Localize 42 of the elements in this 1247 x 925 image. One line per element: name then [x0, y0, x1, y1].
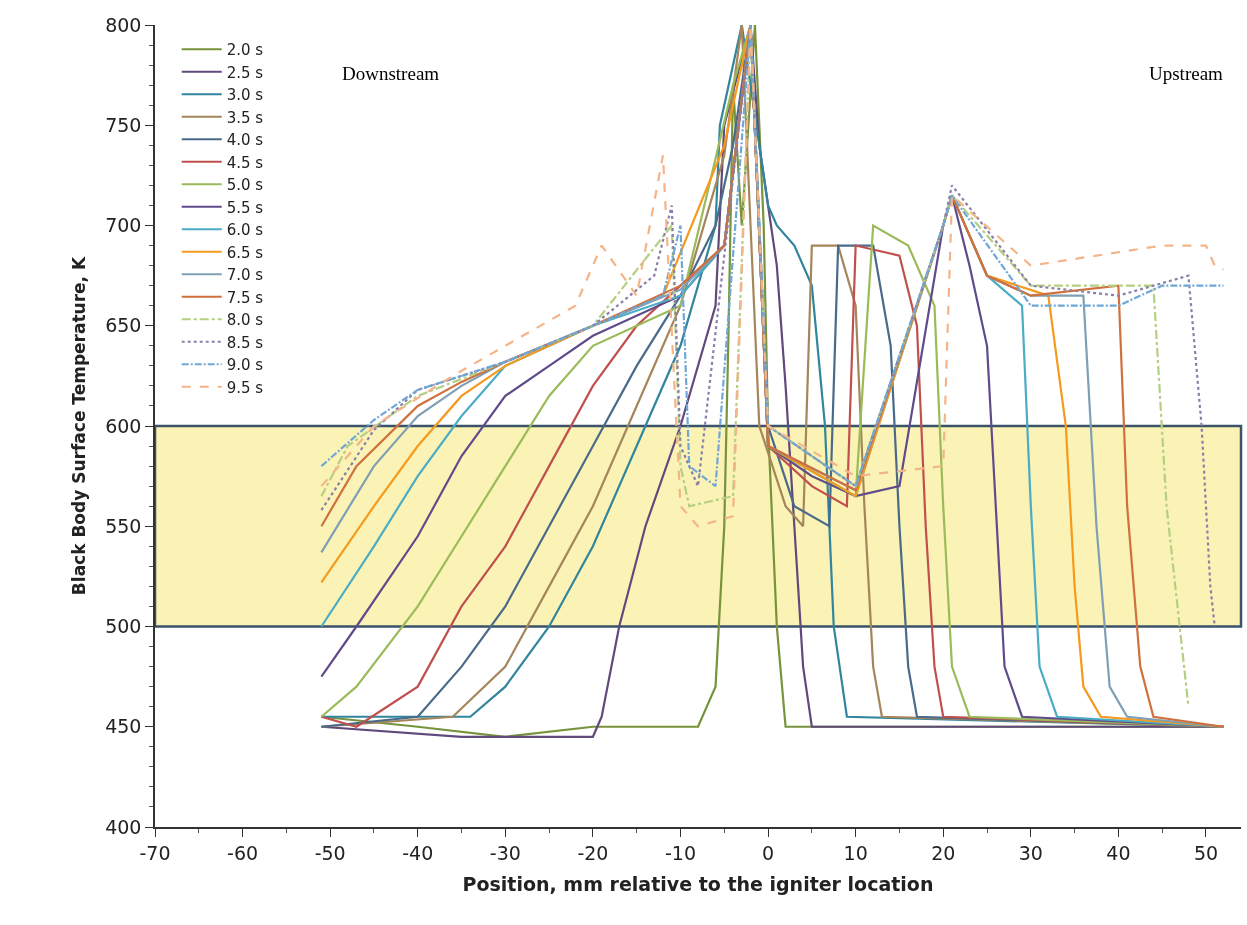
- legend-label: 5.5 s: [226, 198, 264, 217]
- y-axis-title: Black Body Surface Temperature, K: [69, 256, 90, 596]
- legend-label: 9.0 s: [226, 356, 264, 375]
- x-axis-title: Position, mm relative to the igniter location: [462, 872, 934, 895]
- x-tick-label: 50: [1193, 841, 1219, 864]
- x-tick-label: -30: [489, 841, 521, 864]
- x-tick-label: -70: [139, 841, 171, 864]
- legend-label: 8.0 s: [226, 311, 264, 330]
- legend-label: 8.5 s: [226, 333, 264, 352]
- y-tick-label: 550: [105, 514, 142, 537]
- x-tick-label: 30: [1018, 841, 1043, 864]
- x-tick-label: 0: [762, 841, 775, 864]
- legend-label: 6.0 s: [226, 221, 264, 240]
- annotation: Upstream: [1149, 63, 1224, 84]
- y-tick-label: 600: [105, 414, 142, 437]
- legend-label: 7.0 s: [226, 266, 264, 285]
- x-tick-label: -50: [314, 841, 346, 864]
- legend-label: 2.0 s: [226, 41, 264, 60]
- legend-label: 5.0 s: [226, 176, 264, 195]
- legend-label: 7.5 s: [226, 288, 264, 307]
- x-tick-label: -40: [402, 841, 434, 864]
- x-tick-label: 10: [843, 841, 868, 864]
- legend-label: 4.0 s: [226, 131, 264, 150]
- y-tick-label: 750: [105, 113, 142, 136]
- x-tick-label: -60: [227, 841, 259, 864]
- y-tick-label: 650: [105, 314, 142, 337]
- x-tick-label: 20: [931, 841, 956, 864]
- y-tick-label: 400: [105, 815, 142, 838]
- x-tick-label: -20: [577, 841, 609, 864]
- legend-label: 3.5 s: [226, 108, 264, 127]
- y-tick-label: 500: [105, 615, 142, 638]
- legend-label: 2.5 s: [226, 63, 264, 82]
- legend-label: 3.0 s: [226, 86, 264, 105]
- legend-label: 6.5 s: [226, 243, 264, 262]
- legend-label: 4.5 s: [226, 153, 264, 172]
- y-tick-label: 700: [105, 214, 142, 237]
- y-tick-label: 450: [105, 715, 142, 738]
- annotation: Downstream: [342, 63, 440, 84]
- x-tick-label: -10: [664, 841, 696, 864]
- legend-label: 9.5 s: [226, 378, 264, 397]
- x-tick-label: 40: [1106, 841, 1131, 864]
- y-tick-label: 800: [105, 13, 142, 36]
